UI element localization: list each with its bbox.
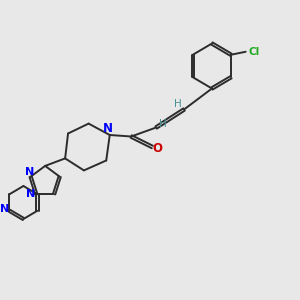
Text: H: H bbox=[174, 99, 182, 109]
Text: Cl: Cl bbox=[249, 47, 260, 57]
Text: N: N bbox=[103, 122, 113, 135]
Text: N: N bbox=[26, 189, 35, 199]
Text: N: N bbox=[0, 204, 9, 214]
Text: O: O bbox=[153, 142, 163, 155]
Text: N: N bbox=[25, 167, 34, 177]
Text: H: H bbox=[159, 119, 167, 129]
